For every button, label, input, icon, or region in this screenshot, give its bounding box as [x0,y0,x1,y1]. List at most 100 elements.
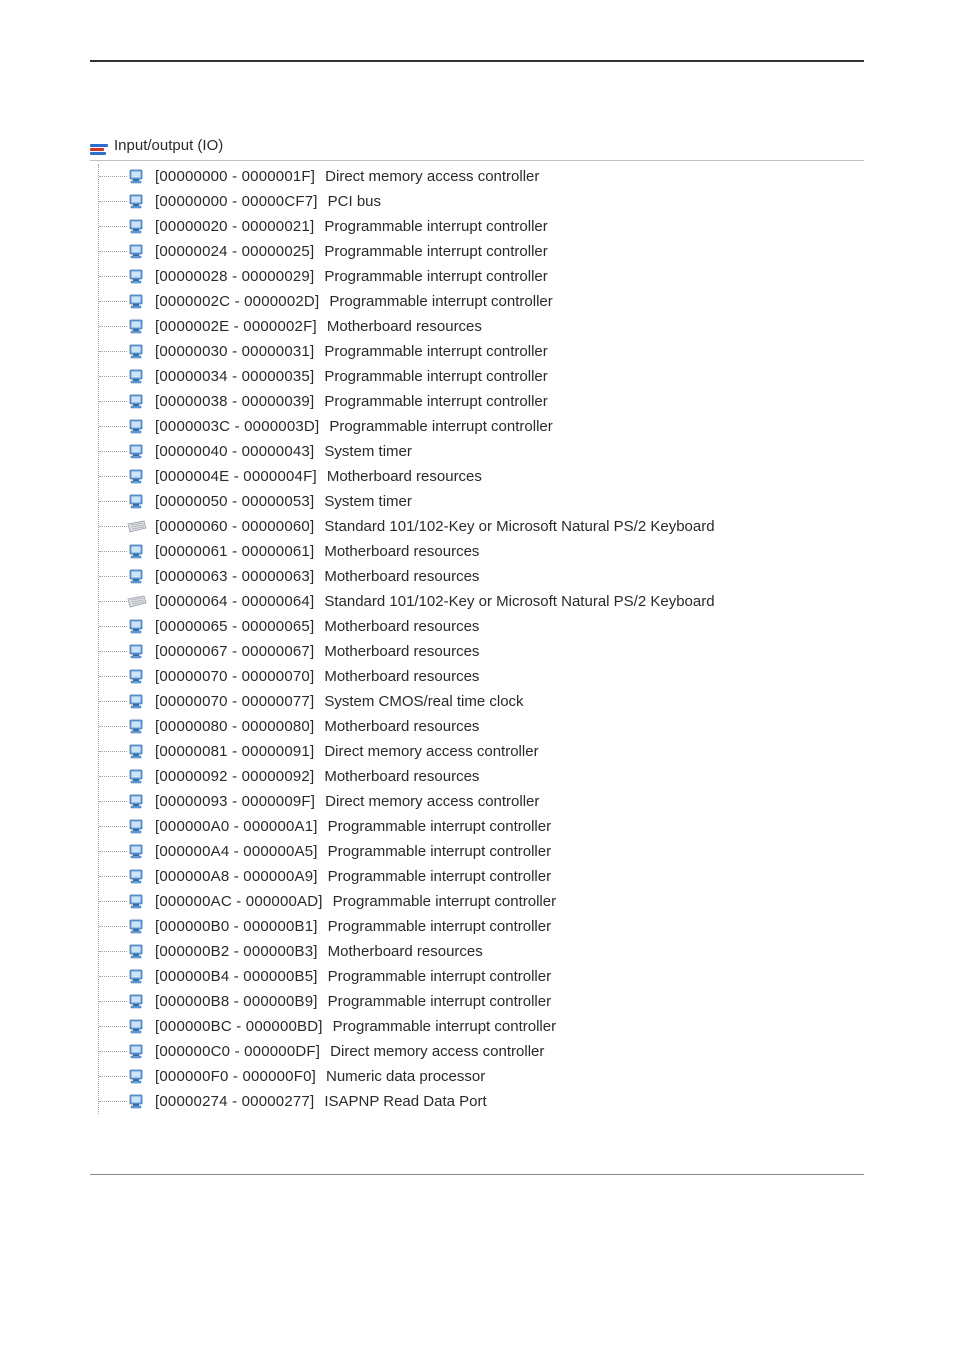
tree-item-label: [000000A8 - 000000A9]Programmable interr… [155,868,551,885]
tree-item[interactable]: [00000038 - 00000039]Programmable interr… [99,389,864,414]
tree-item[interactable]: [0000002C - 0000002D]Programmable interr… [99,289,864,314]
tree-item-label: [00000050 - 00000053]System timer [155,493,412,510]
io-description: Programmable interrupt controller [324,218,547,235]
io-description: Programmable interrupt controller [328,993,551,1010]
tree-item[interactable]: [00000030 - 00000031]Programmable interr… [99,339,864,364]
tree-connector [99,576,127,577]
io-range: [000000A4 - 000000A5] [155,843,318,860]
tree-item-label: [000000AC - 000000AD]Programmable interr… [155,893,556,910]
tree-connector [99,751,127,752]
tree-item[interactable]: [000000B2 - 000000B3]Motherboard resourc… [99,939,864,964]
tree-connector [99,251,127,252]
io-description: Programmable interrupt controller [333,1018,556,1035]
tree-item[interactable]: [00000061 - 00000061]Motherboard resourc… [99,539,864,564]
io-range: [000000A8 - 000000A9] [155,868,318,885]
computer-icon [127,493,147,511]
tree-item[interactable]: [00000065 - 00000065]Motherboard resourc… [99,614,864,639]
io-range: [00000038 - 00000039] [155,393,314,410]
tree-item[interactable]: [00000064 - 00000064]Standard 101/102-Ke… [99,589,864,614]
tree-item[interactable]: [00000028 - 00000029]Programmable interr… [99,264,864,289]
tree-item[interactable]: [000000A8 - 000000A9]Programmable interr… [99,864,864,889]
page-top-rule [90,60,864,62]
io-description: Motherboard resources [324,543,479,560]
tree-connector [99,551,127,552]
tree-item[interactable]: [000000C0 - 000000DF] Direct memory acces… [99,1039,864,1064]
tree-item[interactable]: [00000034 - 00000035]Programmable interr… [99,364,864,389]
tree-item[interactable]: [000000B4 - 000000B5]Programmable interr… [99,964,864,989]
io-range: [00000070 - 00000070] [155,668,314,685]
tree-item-label: [00000093 - 0000009F]Direct memory acces… [155,793,539,810]
io-description: ISAPNP Read Data Port [324,1093,486,1110]
tree-item[interactable]: [00000040 - 00000043]System timer [99,439,864,464]
tree-item[interactable]: [000000A0 - 000000A1]Programmable interr… [99,814,864,839]
io-description: Direct memory access controller [325,793,539,810]
tree-item[interactable]: [000000AC - 000000AD]Programmable interr… [99,889,864,914]
tree-item-label: [00000020 - 00000021] Programmable interr… [155,218,548,235]
tree-connector [99,351,127,352]
tree-item[interactable]: [00000070 - 00000070]Motherboard resourc… [99,664,864,689]
tree-item[interactable]: [00000000 - 0000001F]Direct memory acces… [99,164,864,189]
computer-icon [127,468,147,486]
tree-item[interactable]: [000000B0 - 000000B1]Programmable interr… [99,914,864,939]
io-range: [00000063 - 00000063] [155,568,314,585]
computer-icon [127,993,147,1011]
tree-connector [99,326,127,327]
computer-icon [127,293,147,311]
io-description: Programmable interrupt controller [328,918,551,935]
tree-item-label: [00000030 - 00000031]Programmable interr… [155,343,548,360]
io-description: Direct memory access controller [330,1043,544,1060]
tree-item[interactable]: [000000A4 - 000000A5]Programmable interr… [99,839,864,864]
tree-item[interactable]: [00000020 - 00000021] Programmable interr… [99,214,864,239]
tree-item-label: [00000028 - 00000029]Programmable interr… [155,268,548,285]
tree-item[interactable]: [0000002E - 0000002F]Motherboard resourc… [99,314,864,339]
page-bottom-rule [90,1174,864,1175]
tree-item[interactable]: [00000081 - 00000091]Direct memory acces… [99,739,864,764]
tree-item-label: [00000063 - 00000063]Motherboard resourc… [155,568,479,585]
io-range: [000000B2 - 000000B3] [155,943,318,960]
computer-icon [127,1043,147,1061]
io-range: [00000000 - 0000001F] [155,168,315,185]
io-description: Motherboard resources [324,718,479,735]
tree-item[interactable]: [000000F0 - 000000F0]Numeric data proces… [99,1064,864,1089]
tree-connector [99,676,127,677]
tree-item[interactable]: [00000070 - 00000077]System CMOS/real ti… [99,689,864,714]
tree-item[interactable]: [00000063 - 00000063]Motherboard resourc… [99,564,864,589]
io-description: Programmable interrupt controller [333,893,556,910]
computer-icon [127,243,147,261]
io-range: [00000092 - 00000092] [155,768,314,785]
io-root-label: Input/output (IO) [114,137,223,154]
tree-item[interactable]: [000000B8 - 000000B9]Programmable interr… [99,989,864,1014]
tree-connector [99,401,127,402]
tree-item[interactable]: [00000060 - 00000060]Standard 101/102-Ke… [99,514,864,539]
tree-item[interactable]: [0000003C - 0000003D]Programmable interr… [99,414,864,439]
tree-item[interactable]: [000000BC - 000000BD]Programmable interr… [99,1014,864,1039]
io-range: [00000040 - 00000043] [155,443,314,460]
tree-connector [99,651,127,652]
computer-icon [127,818,147,836]
computer-icon [127,218,147,236]
tree-item-label: [00000070 - 00000070]Motherboard resourc… [155,668,479,685]
tree-item[interactable]: [00000000 - 00000CF7]PCI bus [99,189,864,214]
tree-item[interactable]: [00000067 - 00000067]Motherboard resourc… [99,639,864,664]
io-root-node[interactable]: Input/output (IO) [90,132,864,161]
tree-item[interactable]: [00000092 - 00000092]Motherboard resourc… [99,764,864,789]
tree-item-label: [00000092 - 00000092]Motherboard resourc… [155,768,479,785]
io-range: [000000A0 - 000000A1] [155,818,318,835]
tree-item-label: [000000A4 - 000000A5]Programmable interr… [155,843,551,860]
tree-item[interactable]: [00000080 - 00000080]Motherboard resourc… [99,714,864,739]
tree-item-label: [00000040 - 00000043]System timer [155,443,412,460]
tree-item[interactable]: [00000274 - 00000277]ISAPNP Read Data Po… [99,1089,864,1114]
io-range: [000000C0 - 000000DF] [155,1043,320,1060]
io-range: [0000003C - 0000003D] [155,418,319,435]
tree-item[interactable]: [0000004E - 0000004F]Motherboard resourc… [99,464,864,489]
tree-item[interactable]: [00000024 - 00000025]Programmable interr… [99,239,864,264]
computer-icon [127,893,147,911]
tree-connector [99,1001,127,1002]
io-range: [00000020 - 00000021] [155,218,314,235]
tree-item[interactable]: [00000050 - 00000053]System timer [99,489,864,514]
tree-item-label: [000000BC - 000000BD]Programmable interr… [155,1018,556,1035]
io-description: Motherboard resources [324,643,479,660]
tree-connector [99,1026,127,1027]
computer-icon [127,268,147,286]
tree-item[interactable]: [00000093 - 0000009F]Direct memory acces… [99,789,864,814]
